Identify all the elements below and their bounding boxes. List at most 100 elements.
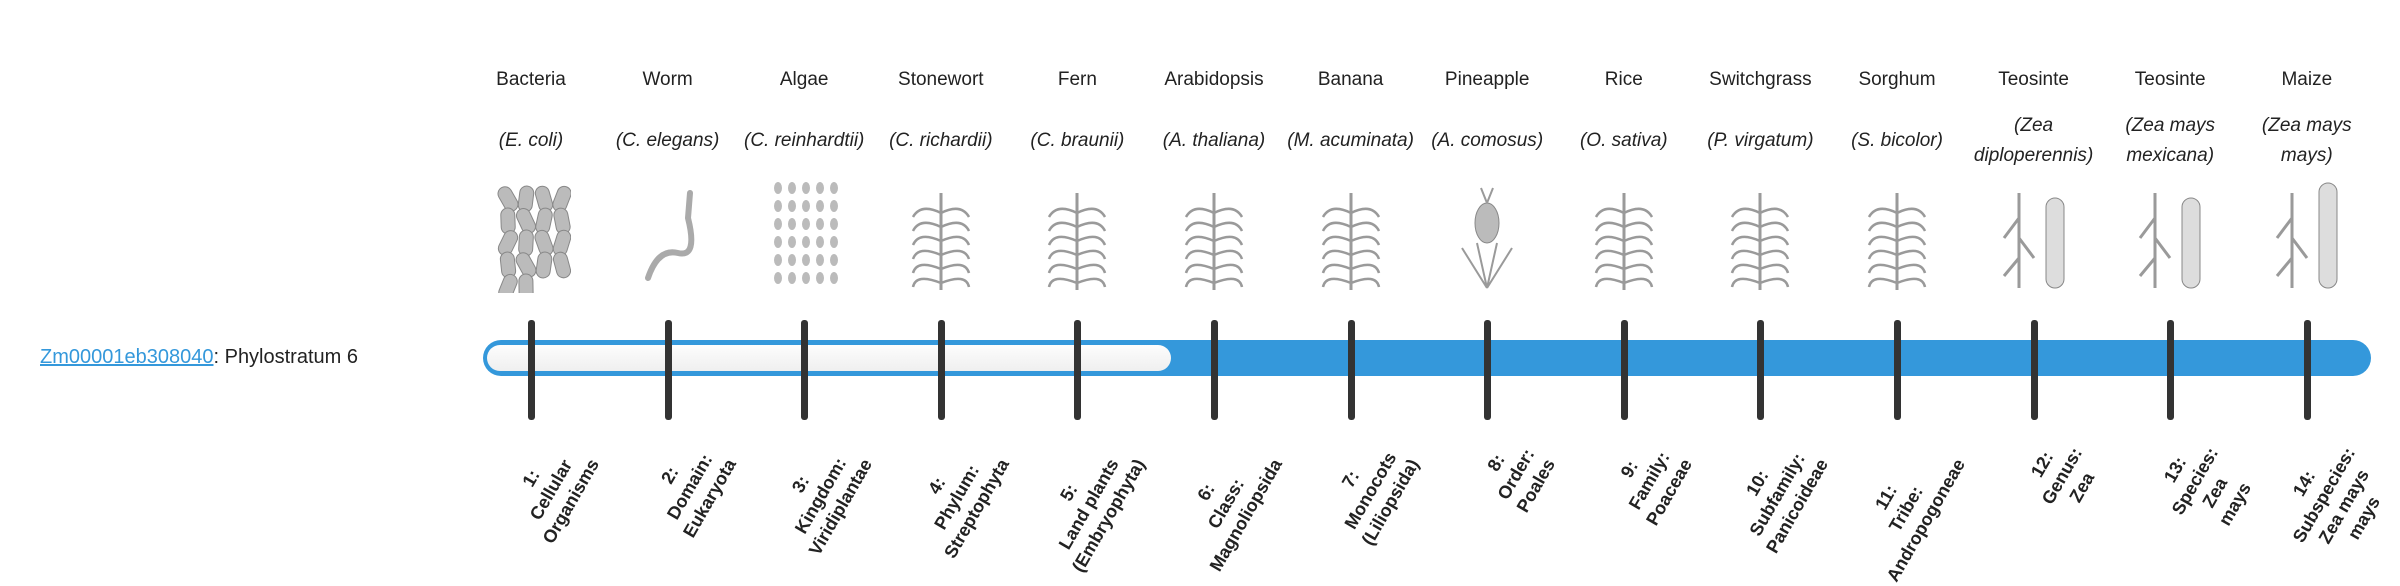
- phylostratum-bar: [483, 340, 2371, 376]
- organism-scientific-name: (C. reinhardtii): [738, 109, 870, 173]
- organism-common-name: Stonewort: [898, 69, 984, 90]
- stratum-label: 3: Kingdom: Viridiplantae: [764, 432, 878, 560]
- organism-scientific-name: (S. bicolor): [1831, 109, 1963, 173]
- scientific-name-wrap: (C. elegans): [615, 130, 720, 151]
- scientific-name-text: Zea mays mexicana: [2126, 115, 2216, 166]
- switchgrass-icon: [1694, 178, 1826, 293]
- scientific-name-text: C. reinhardtii: [750, 130, 859, 151]
- organism-scientific-name: (A. comosus): [1421, 109, 1553, 173]
- stratum-tick: [1894, 320, 1901, 420]
- stratum-tick: [2167, 320, 2175, 420]
- organism-scientific-name: (Zea mays mexicana): [2104, 109, 2236, 173]
- organism-common-name: Algae: [779, 69, 829, 90]
- rice-icon: [1558, 178, 1690, 293]
- organism-scientific-name: (A. thaliana): [1148, 109, 1280, 173]
- bacteria-icon: [465, 178, 597, 293]
- organism-common-name: Maize: [2281, 69, 2333, 90]
- banana-icon: [1285, 178, 1417, 293]
- maize-icon: [2241, 178, 2373, 293]
- phylostratum-text: : Phylostratum 6: [213, 346, 358, 368]
- scientific-name-wrap: (E. coli): [498, 130, 564, 151]
- scientific-name-text: A. comosus: [1437, 130, 1537, 151]
- scientific-name-wrap: (Zea mays mexicana): [2125, 115, 2216, 166]
- stratum-label: 13: Species: Zea mays: [2147, 432, 2264, 542]
- scientific-name-text: C. elegans: [622, 130, 714, 151]
- stonewort-icon: [875, 178, 1007, 293]
- organism-scientific-name: (C. richardii): [875, 109, 1007, 173]
- stratum-tick: [1484, 320, 1492, 420]
- stratum-tick: [664, 320, 672, 420]
- scientific-name-text: S. bicolor: [1857, 130, 1937, 151]
- organism-scientific-name: (Zea mays mays): [2241, 109, 2373, 173]
- scientific-name-wrap: (S. bicolor): [1851, 130, 1943, 151]
- worm-icon: [602, 178, 734, 293]
- scientific-name-text: E. coli: [505, 130, 557, 151]
- fern-icon: [1011, 178, 1143, 293]
- stratum-tick: [1074, 320, 1082, 420]
- stratum-label: 7: Monocots (Liliopsida): [1317, 432, 1425, 550]
- stratum-label: 10: Subfamily: Panicoideae: [1722, 432, 1834, 557]
- scientific-name-text: Zea mays mays: [2268, 115, 2352, 166]
- scientific-name-wrap: (Zea mays mays): [2261, 115, 2352, 166]
- organism-scientific-name: (O. sativa): [1558, 109, 1690, 173]
- scientific-name-text: M. acuminata: [1293, 130, 1408, 151]
- organism-common-name: Worm: [642, 69, 693, 90]
- stratum-label: 4: Phylum: Streptophyta: [899, 432, 1014, 563]
- organism-common-name: Switchgrass: [1709, 69, 1812, 90]
- stratum-label: 11: Tribe: Andropogoneae: [1842, 432, 1971, 586]
- stratum-label: 2: Domain: Eukaryota: [638, 432, 741, 542]
- scientific-name-text: C. richardii: [895, 130, 987, 151]
- stratum-tick: [937, 320, 945, 420]
- teosinte-icon: [2104, 178, 2236, 293]
- organism-scientific-name: (C. braunii): [1011, 109, 1143, 173]
- organism-common-name: Bacteria: [496, 69, 566, 90]
- organism-common-name: Teosinte: [1998, 69, 2069, 90]
- stratum-tick: [2030, 320, 2038, 420]
- organism-common-name: Banana: [1317, 69, 1384, 90]
- stratum-tick: [1347, 320, 1355, 420]
- organism-scientific-name: (P. virgatum): [1694, 109, 1826, 173]
- teosinte-icon: [1968, 178, 2100, 293]
- organism-common-name: Arabidopsis: [1164, 69, 1264, 90]
- stratum-label: 8: Order: Poales: [1472, 432, 1561, 517]
- scientific-name-wrap: (C. braunii): [1030, 130, 1125, 151]
- organism-scientific-name: (M. acuminata): [1285, 109, 1417, 173]
- gene-label: Zm00001eb308040: Phylostratum 6: [40, 340, 358, 374]
- stratum-label: 6: Class: Magnoliopsida: [1165, 432, 1288, 576]
- scientific-name-text: O. sativa: [1586, 130, 1662, 151]
- scientific-name-wrap: (M. acuminata): [1287, 130, 1414, 151]
- scientific-name-text: Zea diploperennis: [1973, 115, 2087, 166]
- scientific-name-wrap: (C. reinhardtii): [744, 130, 865, 151]
- scientific-name-text: P. virgatum: [1713, 130, 1808, 151]
- stratum-tick: [2303, 320, 2311, 420]
- stratum-tick: [1211, 320, 1218, 420]
- scientific-name-wrap: (O. sativa): [1579, 130, 1668, 151]
- organism-scientific-name: (Zea diploperennis): [1968, 109, 2100, 173]
- organism-common-name: Pineapple: [1444, 69, 1530, 90]
- stratum-tick: [801, 320, 809, 420]
- scientific-name-wrap: (C. richardii): [889, 130, 993, 151]
- organism-common-name: Fern: [1057, 69, 1097, 90]
- stratum-tick: [1620, 320, 1628, 420]
- organism-common-name: Teosinte: [2134, 69, 2206, 90]
- scientific-name-wrap: (A. comosus): [1431, 130, 1544, 151]
- scientific-name-text: C. braunii: [1036, 130, 1119, 151]
- pineapple-icon: [1421, 178, 1553, 293]
- gene-link[interactable]: Zm00001eb308040: [40, 346, 214, 368]
- scientific-name-wrap: (Zea diploperennis): [1973, 115, 2094, 166]
- organism-scientific-name: (E. coli): [465, 109, 597, 173]
- organism-common-name: Rice: [1604, 69, 1643, 90]
- stratum-label: 12: Genus: Zea: [2017, 432, 2108, 520]
- organism-scientific-name: (C. elegans): [602, 109, 734, 173]
- stratum-tick: [528, 320, 535, 420]
- organism-common-name: Sorghum: [1858, 69, 1936, 90]
- bar-unfilled-region: [487, 345, 1171, 371]
- stratum-label: 1: Cellular Organisms: [498, 432, 605, 548]
- sorghum-icon: [1831, 178, 1963, 293]
- scientific-name-wrap: (P. virgatum): [1707, 130, 1814, 151]
- scientific-name-wrap: (A. thaliana): [1162, 130, 1266, 151]
- stratum-tick: [1757, 320, 1765, 420]
- algae-icon: [738, 178, 870, 293]
- scientific-name-text: A. thaliana: [1169, 130, 1259, 151]
- arabidopsis-icon: [1148, 178, 1280, 293]
